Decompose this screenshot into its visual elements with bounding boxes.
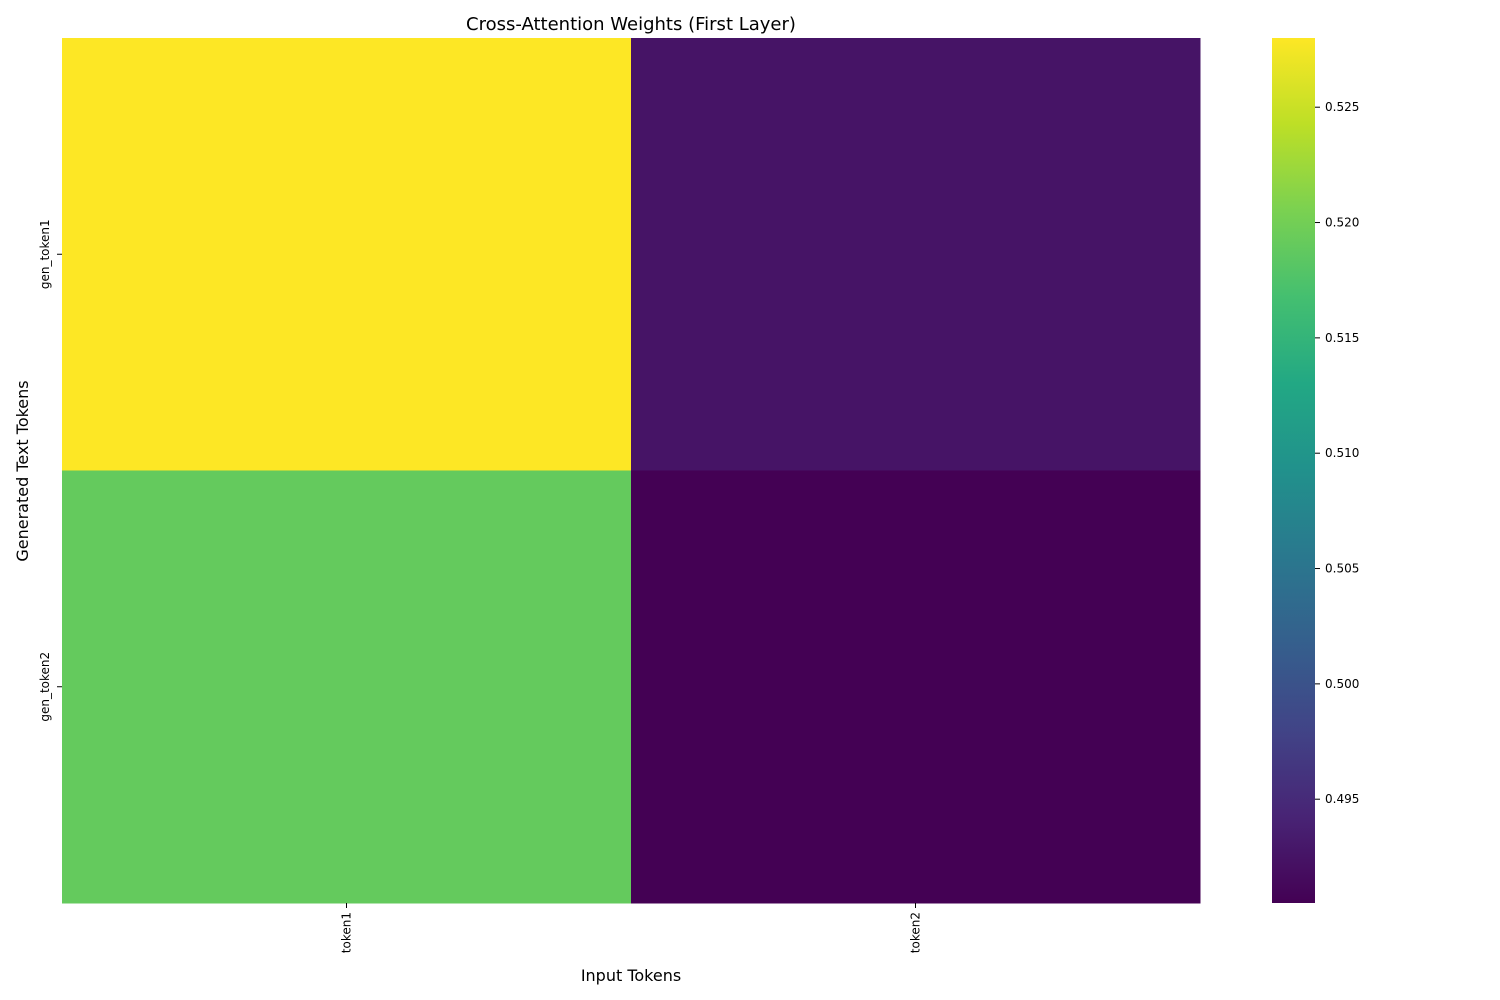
colorbar-tick-label: 0.500 [1325,677,1359,691]
colorbar-tick-label: 0.510 [1325,446,1359,460]
colorbar-tick-label: 0.495 [1325,792,1359,806]
y-tick-label: gen_token2 [38,652,52,722]
heatmap-cell [62,38,632,471]
colorbar-ticks: 0.495 0.500 0.505 0.510 0.515 0.520 0.525 [1315,100,1359,806]
x-tick-label: token1 [340,912,354,953]
heatmap-cell [631,470,1201,904]
x-axis-ticks: token1 token2 [340,903,923,953]
chart-title: Cross-Attention Weights (First Layer) [466,14,796,35]
colorbar-tick-label: 0.505 [1325,562,1359,576]
y-axis-label: Generated Text Tokens [13,380,32,561]
heatmap-cells [62,38,1201,904]
y-tick-label: gen_token1 [38,219,52,289]
colorbar-tick-label: 0.515 [1325,331,1359,345]
colorbar-tick-label: 0.520 [1325,216,1359,230]
x-tick-label: token2 [909,912,923,953]
colorbar-tick-label: 0.525 [1325,100,1359,114]
y-axis-ticks: gen_token1 gen_token2 [38,219,62,722]
colorbar [1272,38,1315,903]
x-axis-label: Input Tokens [581,966,681,985]
heatmap-cell [631,38,1201,471]
heatmap-cell [62,470,632,904]
